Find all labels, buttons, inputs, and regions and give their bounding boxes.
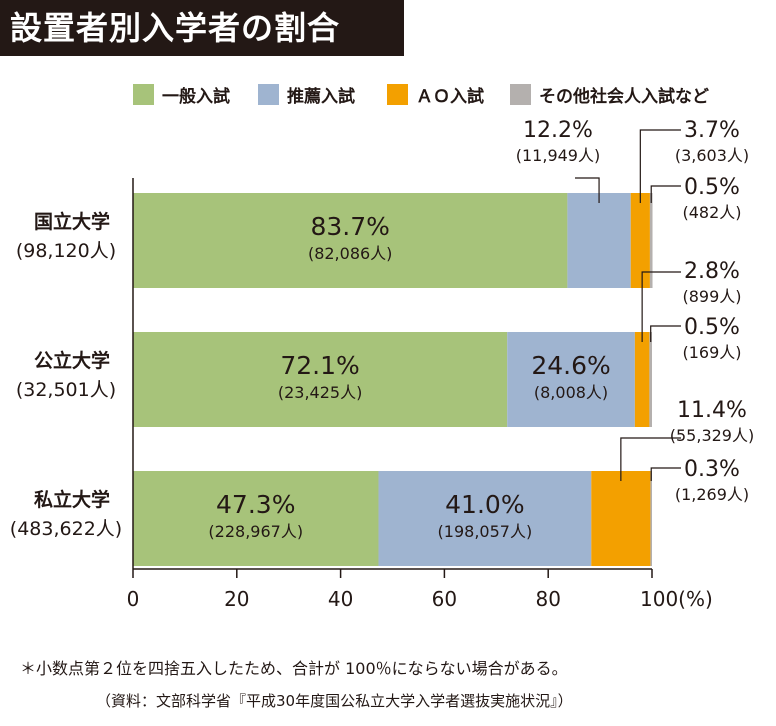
leader-line (650, 325, 681, 342)
legend-swatch (258, 84, 279, 105)
bar-segment (378, 471, 592, 566)
legend-swatch (133, 84, 154, 105)
data-count-label: (55,329人) (670, 426, 754, 445)
data-label: 11.4% (677, 398, 747, 423)
legend-swatch (387, 84, 408, 105)
legend-label: その他社会人入試など (539, 86, 709, 107)
x-tick-label: 0 (127, 587, 140, 611)
data-label: 2.8% (684, 259, 740, 284)
x-tick-label: 80 (535, 587, 560, 611)
data-label: 83.7% (310, 212, 389, 241)
data-label: 3.7% (684, 118, 740, 143)
data-count-label: (198,057人) (438, 522, 533, 541)
data-label: 12.2% (523, 118, 593, 143)
x-tick-label: 100(%) (640, 587, 713, 611)
data-label: 24.6% (531, 351, 610, 380)
legend-label: ＡＯ入試 (416, 86, 484, 107)
category-label: 公立大学 (34, 349, 110, 372)
legend-label: 推薦入試 (287, 86, 355, 107)
data-label: 72.1% (280, 351, 359, 380)
legend-label: 一般入試 (162, 86, 230, 107)
bar-segment (649, 332, 652, 427)
category-label: 私立大学 (34, 488, 110, 511)
data-count-label: (899人) (682, 287, 741, 306)
data-label: 0.5% (684, 315, 740, 340)
data-count-label: (8,008人) (534, 383, 608, 402)
data-count-label: (11,949人) (516, 146, 600, 165)
bar-segment (133, 332, 508, 427)
source-citation: （資料：文部科学省『平成30年度国公私立大学入学者選抜実施状況』） (96, 692, 573, 710)
bar-segment (650, 471, 652, 566)
data-count-label: (82,086人) (308, 244, 392, 263)
bar-segment (133, 193, 568, 288)
bar-segment (634, 332, 650, 427)
leader-line (641, 271, 681, 342)
x-tick-label: 40 (328, 587, 353, 611)
data-count-label: (228,967人) (208, 522, 303, 541)
bar-segment (591, 471, 651, 566)
x-tick-label: 20 (224, 587, 249, 611)
category-label: 国立大学 (34, 210, 110, 233)
data-label: 47.3% (216, 490, 295, 519)
leader-line (650, 185, 681, 203)
leader-line (650, 467, 681, 481)
category-sublabel: (32,501人) (16, 379, 116, 401)
data-count-label: (169人) (682, 343, 741, 362)
bar-segment (630, 193, 650, 288)
data-label: 0.5% (684, 175, 740, 200)
data-count-label: (3,603人) (675, 146, 749, 165)
data-label: 41.0% (445, 490, 524, 519)
category-sublabel: (483,622人) (10, 518, 122, 540)
x-tick-label: 60 (432, 587, 457, 611)
category-sublabel: (98,120人) (16, 240, 116, 262)
legend-swatch (510, 84, 531, 105)
data-label: 0.3% (684, 457, 740, 482)
bar-segment (567, 193, 631, 288)
bar-segment (649, 193, 653, 288)
leader-line (639, 129, 681, 203)
data-count-label: (482人) (682, 203, 741, 222)
chart-title: 設置者別入学者の割合 (0, 0, 404, 56)
bar-segment (133, 471, 379, 566)
footnote: ＊小数点第２位を四捨五入したため、合計が 100％にならない場合がある。 (20, 659, 568, 678)
data-count-label: (1,269人) (675, 485, 749, 504)
leader-line (620, 437, 681, 481)
data-count-label: (23,425人) (278, 383, 362, 402)
leader-line (575, 177, 600, 203)
bar-segment (507, 332, 635, 427)
